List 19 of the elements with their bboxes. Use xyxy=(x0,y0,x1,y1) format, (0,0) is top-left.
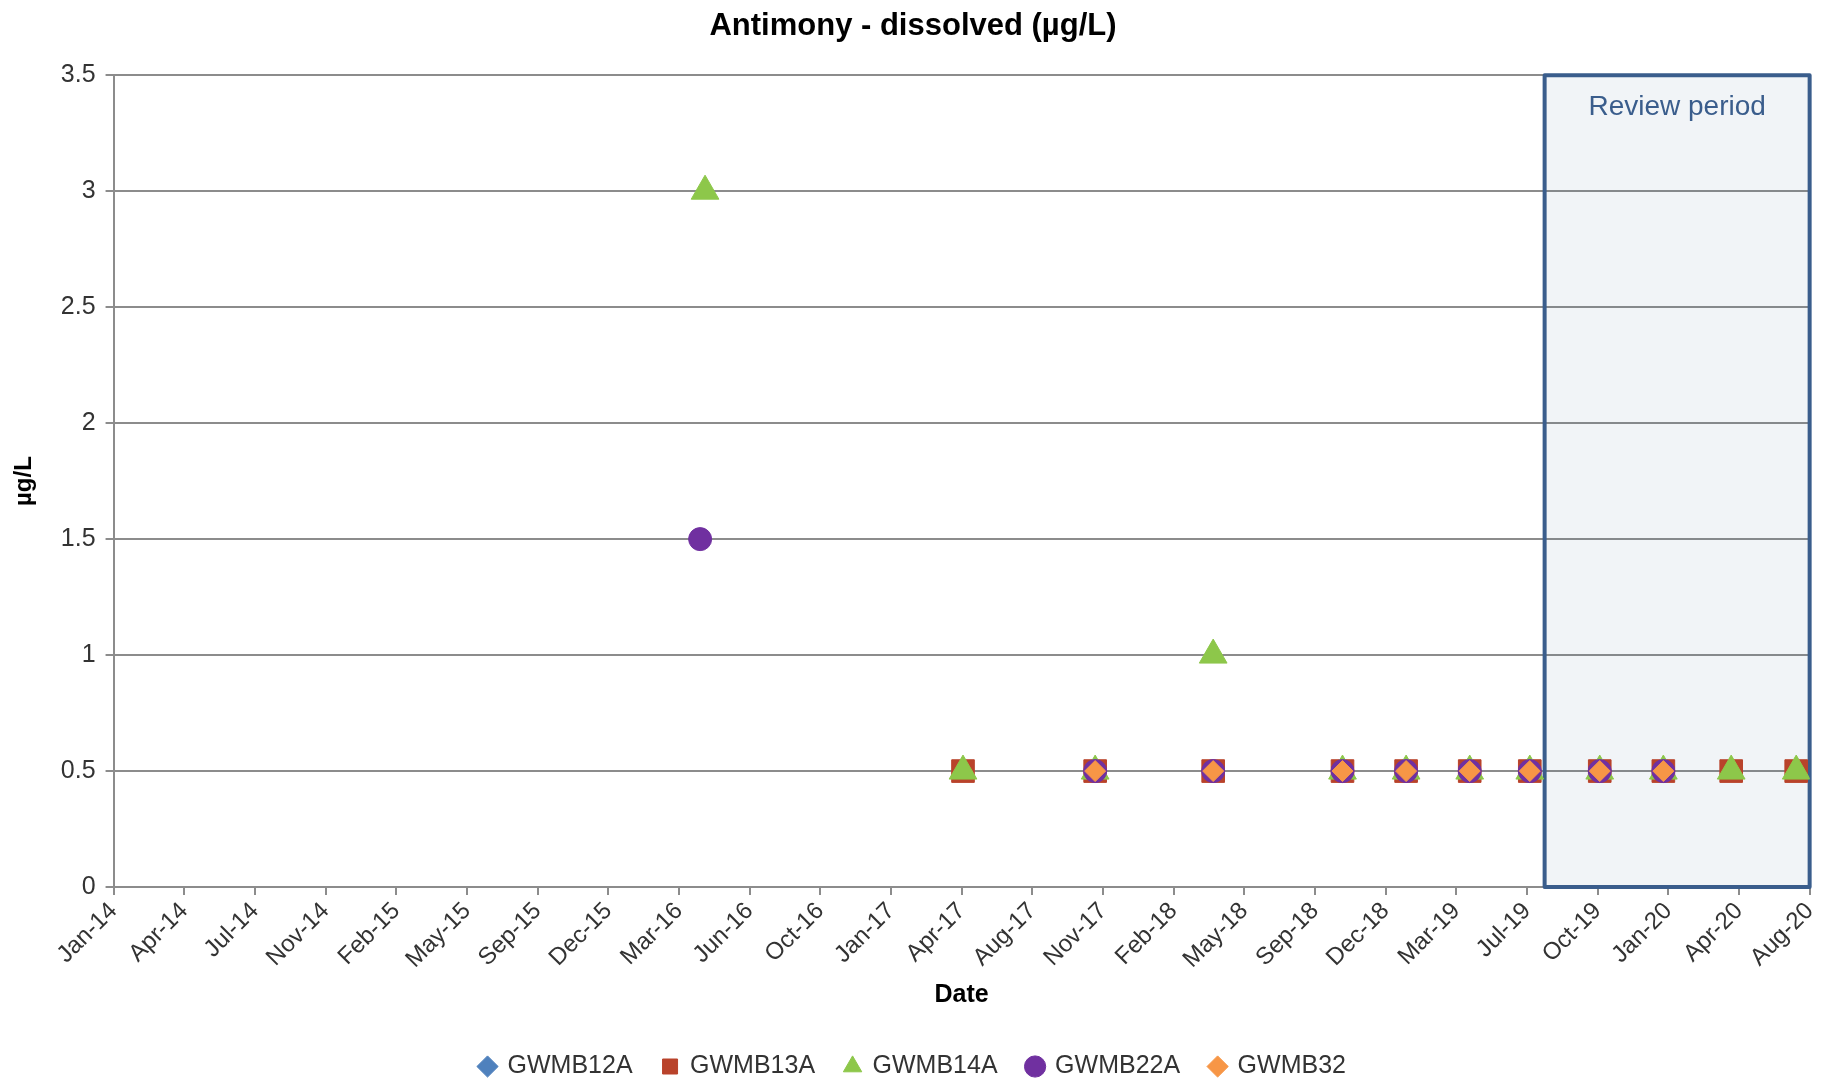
y-tick-label: 1 xyxy=(81,638,96,667)
legend-label: GWMB12A xyxy=(507,1050,633,1079)
point xyxy=(690,174,720,200)
y-tick-label: 2 xyxy=(81,407,96,436)
legend-label: GWMB14A xyxy=(872,1050,998,1079)
legend-label: GWMB32 xyxy=(1237,1050,1346,1079)
point xyxy=(688,527,713,552)
legend-label: GWMB22A xyxy=(1055,1050,1181,1079)
y-tick-label: 1.5 xyxy=(60,523,96,551)
y-tick-label: 0.5 xyxy=(60,754,96,783)
x-axis-title: Date xyxy=(934,978,989,1007)
legend-label: GWMB13A xyxy=(690,1050,816,1079)
y-tick-label: 3.5 xyxy=(60,59,96,88)
y-tick-label: 0 xyxy=(81,870,96,899)
chart-title: Antimony - dissolved (µg/L) xyxy=(709,7,1117,43)
y-tick-label: 2.5 xyxy=(60,291,96,320)
y-axis-title: µg/L xyxy=(9,456,37,507)
y-tick-label: 3 xyxy=(81,175,96,204)
band-label: Review period xyxy=(1588,89,1766,121)
